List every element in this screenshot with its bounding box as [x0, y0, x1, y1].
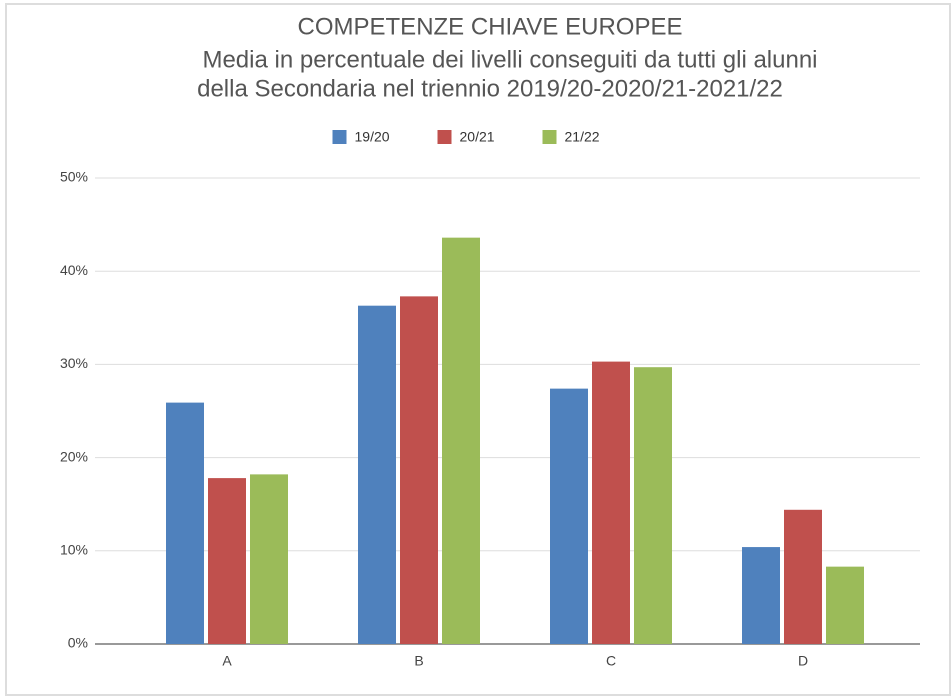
chart-subtitle: della Secondaria nel triennio 2019/20-20… [197, 75, 783, 102]
bar [166, 402, 204, 644]
y-tick-label: 50% [60, 169, 88, 185]
bar [742, 547, 780, 644]
bar [784, 509, 822, 644]
bar [634, 367, 672, 644]
bar [550, 388, 588, 644]
y-tick-label: 10% [60, 542, 88, 558]
x-tick-label: B [414, 653, 423, 669]
bar [358, 305, 396, 644]
x-tick-label: C [606, 653, 616, 669]
bar [208, 478, 246, 644]
bar [592, 361, 630, 644]
x-tick-label: D [798, 653, 808, 669]
legend-swatch [542, 130, 557, 144]
y-tick-label: 0% [68, 635, 88, 651]
legend-swatch [437, 130, 452, 144]
legend-swatch [332, 130, 347, 144]
y-tick-label: 20% [60, 448, 88, 464]
frame [5, 3, 951, 696]
legend-label: 20/21 [460, 129, 495, 145]
chart-subtitle: Media in percentuale dei livelli consegu… [202, 46, 817, 73]
y-tick-label: 40% [60, 262, 88, 278]
chart-title: COMPETENZE CHIAVE EUROPEE [298, 13, 683, 40]
bar [442, 237, 480, 644]
bar [250, 474, 288, 644]
y-tick-label: 30% [60, 355, 88, 371]
legend-label: 21/22 [565, 129, 600, 145]
bar [400, 296, 438, 644]
legend-label: 19/20 [355, 129, 390, 145]
bar [826, 566, 864, 644]
x-tick-label: A [222, 653, 232, 669]
